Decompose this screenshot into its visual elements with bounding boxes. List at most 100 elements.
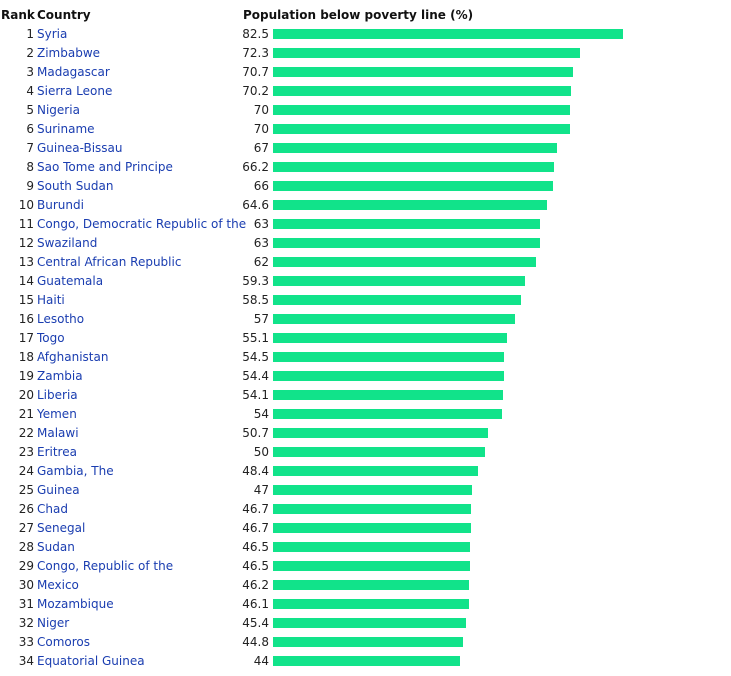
bar	[273, 333, 507, 343]
country-link[interactable]: Sudan	[37, 540, 75, 554]
bar	[273, 485, 472, 495]
value-label: 82.5	[242, 27, 269, 41]
rank-label: 32	[18, 616, 34, 630]
value-label: 64.6	[242, 198, 269, 212]
table-row: 27 Senegal 46.7	[0, 519, 731, 538]
country-link[interactable]: Niger	[37, 616, 70, 630]
bar	[273, 542, 470, 552]
country-link[interactable]: Burundi	[37, 198, 84, 212]
bar	[273, 181, 553, 191]
value-label: 46.7	[242, 502, 269, 516]
rank-label: 9	[26, 179, 34, 193]
country-link[interactable]: Lesotho	[37, 312, 85, 326]
chart-rows: 1 Syria 82.5 2 Zimbabwe 72.3 3 Madagascar 70.7 4 S…	[0, 25, 731, 671]
table-row: 7 Guinea-Bissau 67	[0, 139, 731, 158]
country-link[interactable]: Togo	[37, 331, 65, 345]
country-link[interactable]: Guinea-Bissau	[37, 141, 123, 155]
bar	[273, 523, 471, 533]
country-link[interactable]: Eritrea	[37, 445, 77, 459]
country-link[interactable]: Senegal	[37, 521, 86, 535]
bar	[273, 162, 554, 172]
country-link[interactable]: Central African Republic	[37, 255, 182, 269]
bar	[273, 295, 521, 305]
country-link[interactable]: Liberia	[37, 388, 78, 402]
table-row: 4 Sierra Leone 70.2	[0, 82, 731, 101]
rank-label: 29	[18, 559, 34, 573]
table-row: 12 Swaziland 63	[0, 234, 731, 253]
country-link[interactable]: Mozambique	[37, 597, 114, 611]
value-label: 70.7	[242, 65, 269, 79]
rank-label: 30	[18, 578, 34, 592]
value-label: 45.4	[242, 616, 269, 630]
country-link[interactable]: Zimbabwe	[37, 46, 101, 60]
country-link[interactable]: Suriname	[37, 122, 95, 136]
country-link[interactable]: Guinea	[37, 483, 80, 497]
rank-label: 17	[18, 331, 34, 345]
table-row: 10 Burundi 64.6	[0, 196, 731, 215]
rank-label: 7	[26, 141, 34, 155]
country-link[interactable]: Congo, Republic of the	[37, 559, 174, 573]
country-link[interactable]: Gambia, The	[37, 464, 114, 478]
rank-label: 14	[18, 274, 34, 288]
value-label: 46.5	[242, 559, 269, 573]
country-link[interactable]: Madagascar	[37, 65, 110, 79]
rank-label: 6	[26, 122, 34, 136]
country-link[interactable]: Guatemala	[37, 274, 104, 288]
country-link[interactable]: Comoros	[37, 635, 91, 649]
country-link[interactable]: Sierra Leone	[37, 84, 113, 98]
table-row: 19 Zambia 54.4	[0, 367, 731, 386]
rank-label: 28	[18, 540, 34, 554]
value-label: 54.1	[242, 388, 269, 402]
bar	[273, 352, 504, 362]
bar	[273, 105, 570, 115]
country-link[interactable]: Yemen	[37, 407, 77, 421]
value-label: 48.4	[242, 464, 269, 478]
value-label: 54.4	[242, 369, 269, 383]
rank-label: 5	[26, 103, 34, 117]
value-label: 63	[253, 236, 269, 250]
table-row: 17 Togo 55.1	[0, 329, 731, 348]
country-link[interactable]: Equatorial Guinea	[37, 654, 145, 668]
table-row: 5 Nigeria 70	[0, 101, 731, 120]
value-label: 59.3	[242, 274, 269, 288]
country-link[interactable]: Malawi	[37, 426, 79, 440]
country-link[interactable]: Zambia	[37, 369, 83, 383]
bar	[273, 447, 485, 457]
table-row: 29 Congo, Republic of the 46.5	[0, 557, 731, 576]
table-row: 2 Zimbabwe 72.3	[0, 44, 731, 63]
bar	[273, 200, 547, 210]
country-link[interactable]: Afghanistan	[37, 350, 109, 364]
table-row: 8 Sao Tome and Principe 66.2	[0, 158, 731, 177]
country-link[interactable]: Chad	[37, 502, 68, 516]
table-row: 30 Mexico 46.2	[0, 576, 731, 595]
country-link[interactable]: Mexico	[37, 578, 79, 592]
bar	[273, 314, 515, 324]
bar	[273, 580, 469, 590]
table-row: 26 Chad 46.7	[0, 500, 731, 519]
country-link[interactable]: Nigeria	[37, 103, 80, 117]
table-row: 28 Sudan 46.5	[0, 538, 731, 557]
value-label: 46.7	[242, 521, 269, 535]
table-row: 3 Madagascar 70.7	[0, 63, 731, 82]
bar	[273, 466, 478, 476]
value-label: 55.1	[242, 331, 269, 345]
table-row: 24 Gambia, The 48.4	[0, 462, 731, 481]
country-link[interactable]: Haiti	[37, 293, 65, 307]
country-link[interactable]: Congo, Democratic Republic of the	[37, 217, 247, 231]
bar	[273, 561, 470, 571]
country-link[interactable]: South Sudan	[37, 179, 114, 193]
table-row: 25 Guinea 47	[0, 481, 731, 500]
country-link[interactable]: Syria	[37, 27, 68, 41]
value-label: 46.2	[242, 578, 269, 592]
bar	[273, 219, 540, 229]
table-row: 15 Haiti 58.5	[0, 291, 731, 310]
bar	[273, 238, 540, 248]
rank-label: 23	[18, 445, 34, 459]
value-label: 70	[253, 122, 269, 136]
country-link[interactable]: Sao Tome and Principe	[37, 160, 173, 174]
value-label: 70	[253, 103, 269, 117]
bar	[273, 656, 460, 666]
bar	[273, 143, 557, 153]
value-label: 46.1	[242, 597, 269, 611]
country-link[interactable]: Swaziland	[37, 236, 98, 250]
